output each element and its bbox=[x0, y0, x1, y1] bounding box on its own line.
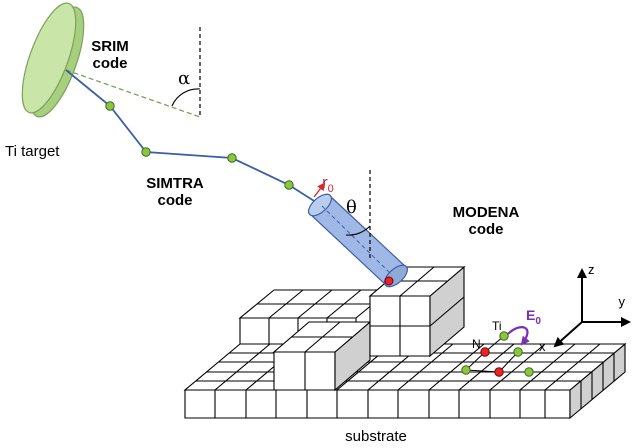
trajectory-node bbox=[105, 101, 115, 111]
modena-label-line2: code bbox=[468, 221, 503, 238]
axis-x-label: x bbox=[539, 339, 546, 354]
r0-label: r0 bbox=[322, 173, 334, 195]
ti-target-label: Ti target bbox=[5, 143, 60, 160]
ti-atom-label: Ti bbox=[492, 319, 502, 333]
theta-arc bbox=[345, 225, 371, 236]
r0-arrow bbox=[313, 182, 326, 198]
beam-cylinder bbox=[307, 193, 409, 288]
ti-target-disc bbox=[21, 2, 85, 118]
substrate-label: substrate bbox=[345, 428, 407, 445]
e0-label: E0 bbox=[526, 307, 541, 327]
ti-atom bbox=[513, 347, 523, 357]
simtra-label-line1: SIMTRA bbox=[146, 175, 204, 192]
simtra-label-line2: code bbox=[157, 192, 192, 209]
n-atom-label: N bbox=[472, 337, 481, 351]
tower-cubes bbox=[368, 265, 466, 358]
e0-sub: 0 bbox=[535, 316, 541, 327]
cylinder-top-cap bbox=[307, 193, 333, 217]
trajectory-node bbox=[141, 147, 151, 157]
alpha-arc bbox=[171, 88, 201, 107]
r0-main: r bbox=[322, 173, 328, 192]
ti-atom bbox=[461, 365, 471, 375]
e0-curved-arrow bbox=[507, 326, 530, 346]
theta-symbol: θ bbox=[346, 197, 357, 218]
particle-trajectory bbox=[65, 69, 323, 207]
axis-z-label: z bbox=[588, 262, 595, 277]
srim-label-line1: SRIM bbox=[91, 38, 129, 55]
n-atom bbox=[480, 347, 490, 357]
front-step-cubes bbox=[272, 320, 372, 392]
axis-y-label: y bbox=[619, 294, 626, 309]
impact-point bbox=[384, 276, 394, 286]
x-axis-arrow bbox=[553, 321, 583, 348]
modena-label-line1: MODENA bbox=[453, 204, 520, 221]
r0-sub: 0 bbox=[328, 183, 334, 195]
e0-main: E bbox=[526, 307, 535, 323]
trajectory-node bbox=[227, 153, 237, 163]
trajectory-node bbox=[284, 180, 294, 190]
ti-atom bbox=[499, 331, 509, 341]
ti-atom bbox=[524, 367, 534, 377]
n-atom bbox=[494, 367, 504, 377]
xyz-axes-icon bbox=[553, 268, 631, 348]
cylinder-axis bbox=[321, 205, 393, 276]
alpha-symbol: α bbox=[178, 68, 190, 89]
srim-label-line2: code bbox=[92, 55, 127, 72]
target-disc-face bbox=[21, 2, 77, 114]
